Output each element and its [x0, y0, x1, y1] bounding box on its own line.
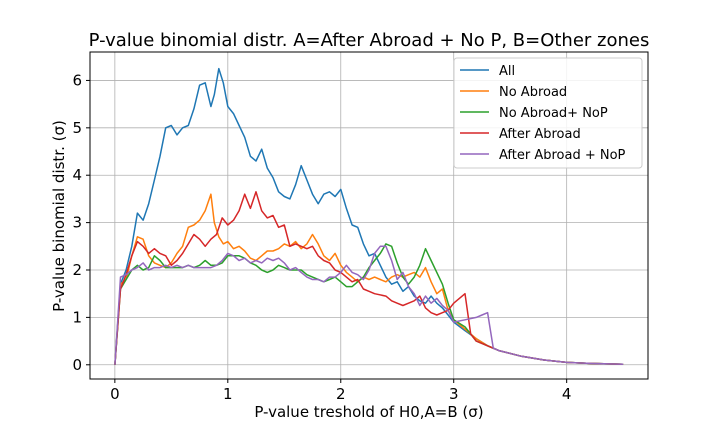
legend-label: No Abroad+ NoP: [499, 106, 608, 121]
legend-label: No Abroad: [499, 85, 567, 100]
series-line-4: [114, 191, 624, 366]
series-layer: [114, 67, 624, 366]
x-tick-label: 0: [110, 385, 120, 403]
legend: All No Abroad No Abroad+ NoP After Abroad Af…: [453, 57, 643, 169]
x-tick-label: 1: [223, 385, 233, 403]
legend-label: After Abroad + NoP: [499, 148, 626, 163]
x-axis-ticks: 0 1 2 3 4: [110, 379, 571, 403]
x-tick-label: 4: [562, 385, 572, 403]
legend-box: [453, 57, 643, 169]
y-tick-label: 1: [72, 308, 82, 326]
y-tick-label: 4: [72, 166, 82, 184]
chart-title: P-value binomial distr. A=After Abroad +…: [89, 30, 650, 51]
x-axis-label: P-value treshold of H0,A=B (σ): [254, 403, 483, 421]
series-line-1: [114, 67, 624, 366]
series-line-2: [114, 193, 624, 366]
y-tick-label: 2: [72, 261, 82, 279]
x-tick-label: 3: [449, 385, 459, 403]
y-axis-ticks: 0 1 2 3 4 5 6: [72, 71, 90, 374]
y-tick-label: 3: [72, 214, 82, 232]
y-tick-label: 6: [72, 71, 82, 89]
legend-label: All: [499, 64, 515, 79]
y-tick-label: 0: [72, 356, 82, 374]
series-line-5: [114, 245, 624, 366]
legend-label: After Abroad: [499, 127, 581, 142]
y-axis-label: P-value binomial distr. (σ): [50, 120, 68, 312]
plot-frame: [89, 51, 649, 380]
x-tick-label: 2: [336, 385, 346, 403]
y-tick-label: 5: [72, 119, 82, 137]
